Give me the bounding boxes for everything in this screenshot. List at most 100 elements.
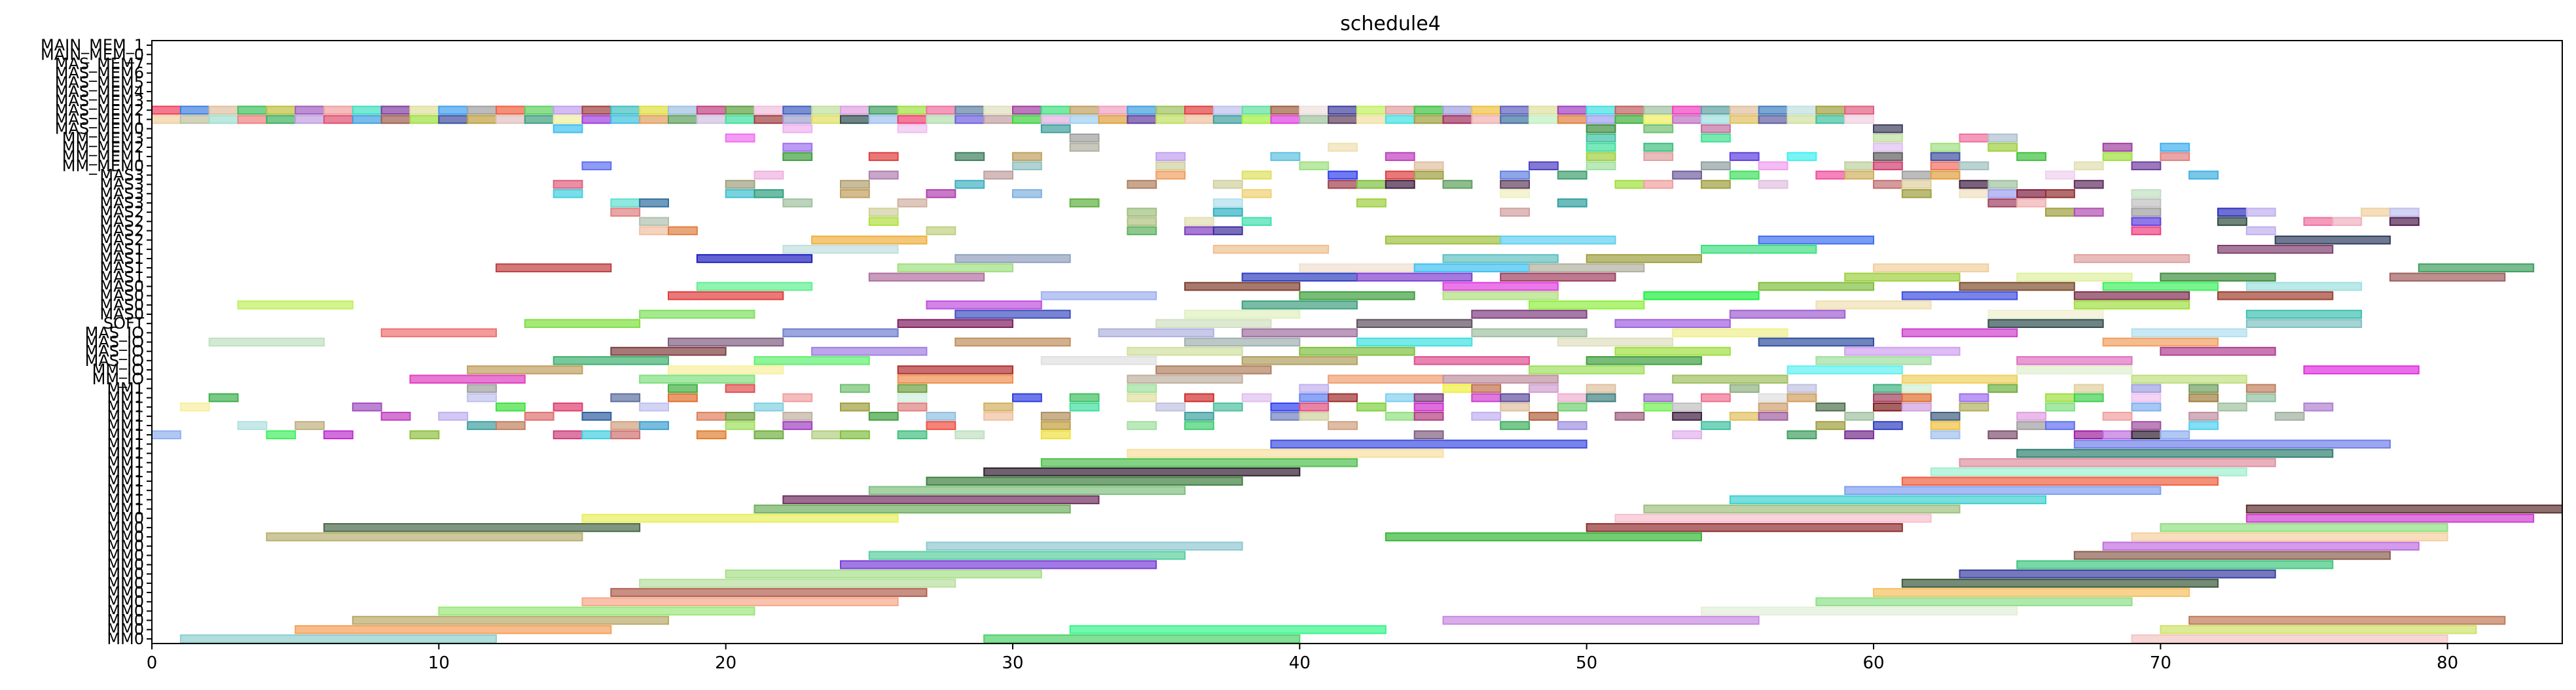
- task-bar: [1586, 124, 1616, 134]
- y-tick-label: MM0: [107, 546, 144, 564]
- task-bar: [524, 412, 554, 421]
- task-bar: [1385, 412, 1415, 421]
- task-bar: [2245, 310, 2363, 319]
- y-tick-label: MAS_IO: [85, 323, 144, 342]
- y-tick-label: MM_MEM3: [62, 129, 144, 147]
- task-bar: [2016, 412, 2047, 421]
- task-bar: [1873, 421, 1903, 430]
- y-tick-label: MM0: [107, 528, 144, 546]
- y-tick-label: MAS_MEM0: [55, 120, 144, 138]
- y-tick-label: MAS3: [100, 185, 144, 203]
- task-bar: [1987, 319, 2104, 328]
- task-bar: [1184, 337, 1301, 347]
- task-bar: [610, 208, 641, 217]
- task-bar: [2217, 402, 2247, 412]
- task-bar: [1643, 115, 1674, 124]
- task-bar: [1212, 105, 1243, 115]
- y-tick-label: MAS3: [100, 166, 144, 184]
- task-bar: [1815, 300, 1932, 310]
- task-bar: [2073, 254, 2190, 263]
- task-bar: [1356, 179, 1387, 189]
- task-bar: [1241, 356, 1358, 365]
- task-bar: [1184, 226, 1214, 236]
- task-bar: [1155, 152, 1186, 161]
- y-tick-label: MAS_IO: [85, 342, 144, 361]
- task-bar: [753, 105, 784, 115]
- task-bar: [2131, 374, 2247, 384]
- task-bar: [1987, 179, 2018, 189]
- task-bar: [1184, 281, 1301, 291]
- task-bar: [1873, 161, 1903, 171]
- task-bar: [2045, 189, 2075, 198]
- task-bar: [840, 384, 870, 393]
- y-tick-label: MM1: [107, 454, 144, 472]
- task-bar: [610, 198, 641, 208]
- task-bar: [1901, 179, 1932, 189]
- y-tick-label: MM1: [107, 435, 144, 453]
- task-bar: [1729, 495, 2046, 505]
- task-bar: [1529, 384, 1559, 393]
- task-bar: [1557, 421, 1587, 430]
- task-bar: [1241, 272, 1358, 282]
- task-bar: [1270, 412, 1301, 421]
- task-bar: [954, 430, 985, 440]
- task-bar: [1701, 244, 1817, 254]
- task-bar: [1155, 319, 1272, 328]
- task-bar: [926, 477, 1243, 486]
- y-tick-label: MM1: [107, 416, 144, 435]
- task-bar: [2131, 328, 2247, 338]
- task-bar: [1471, 310, 1587, 319]
- task-bar: [524, 105, 554, 115]
- task-bar: [1069, 402, 1100, 412]
- task-bar: [1500, 179, 1531, 189]
- task-bar: [2131, 208, 2162, 217]
- task-bar: [1930, 152, 1961, 161]
- task-bar: [954, 337, 1071, 347]
- task-bar: [237, 115, 268, 124]
- task-bar: [1356, 337, 1473, 347]
- task-bar: [1500, 208, 1531, 217]
- task-bar: [1328, 421, 1358, 430]
- task-bar: [668, 291, 784, 300]
- task-bar: [868, 105, 899, 115]
- task-bar: [208, 105, 239, 115]
- y-tick-label: MM0: [107, 602, 144, 620]
- task-bar: [1758, 393, 1788, 403]
- task-bar: [2016, 198, 2047, 208]
- task-bar: [1901, 291, 2018, 300]
- task-bar: [553, 115, 583, 124]
- task-bar: [1299, 393, 1330, 403]
- task-bar: [696, 430, 727, 440]
- y-tick-label: SOFT: [103, 314, 145, 333]
- task-bar: [2217, 208, 2247, 217]
- task-bar: [553, 124, 583, 134]
- task-bar: [840, 179, 870, 189]
- y-tick-label: MAIN_MEM_0: [41, 45, 144, 64]
- x-tick-label: 80: [2437, 653, 2458, 673]
- task-bar: [1701, 421, 1731, 430]
- task-bar: [1987, 143, 2018, 152]
- task-bar: [553, 189, 583, 198]
- task-bar: [553, 430, 583, 440]
- task-bar: [1529, 412, 1559, 421]
- task-bar: [1987, 384, 2018, 393]
- task-bar: [2102, 337, 2219, 347]
- y-tick-label: MAS_MEM1: [55, 110, 144, 128]
- task-bar: [1701, 115, 1731, 124]
- task-bar: [2245, 319, 2363, 328]
- task-bar: [753, 115, 784, 124]
- task-bar: [1270, 439, 1587, 449]
- task-bar: [2073, 179, 2104, 189]
- task-bar: [1413, 402, 1444, 412]
- task-bar: [1356, 272, 1473, 282]
- task-bar: [581, 597, 899, 607]
- task-bar: [868, 152, 899, 161]
- task-bar: [1127, 384, 1157, 393]
- y-tick-label: MM0: [107, 509, 144, 528]
- task-bar: [1127, 393, 1157, 403]
- task-bar: [581, 412, 612, 421]
- task-bar: [1787, 430, 1817, 440]
- y-tick-label: MAS1: [100, 240, 144, 259]
- task-bar: [1040, 412, 1071, 421]
- task-bar: [1529, 263, 1645, 272]
